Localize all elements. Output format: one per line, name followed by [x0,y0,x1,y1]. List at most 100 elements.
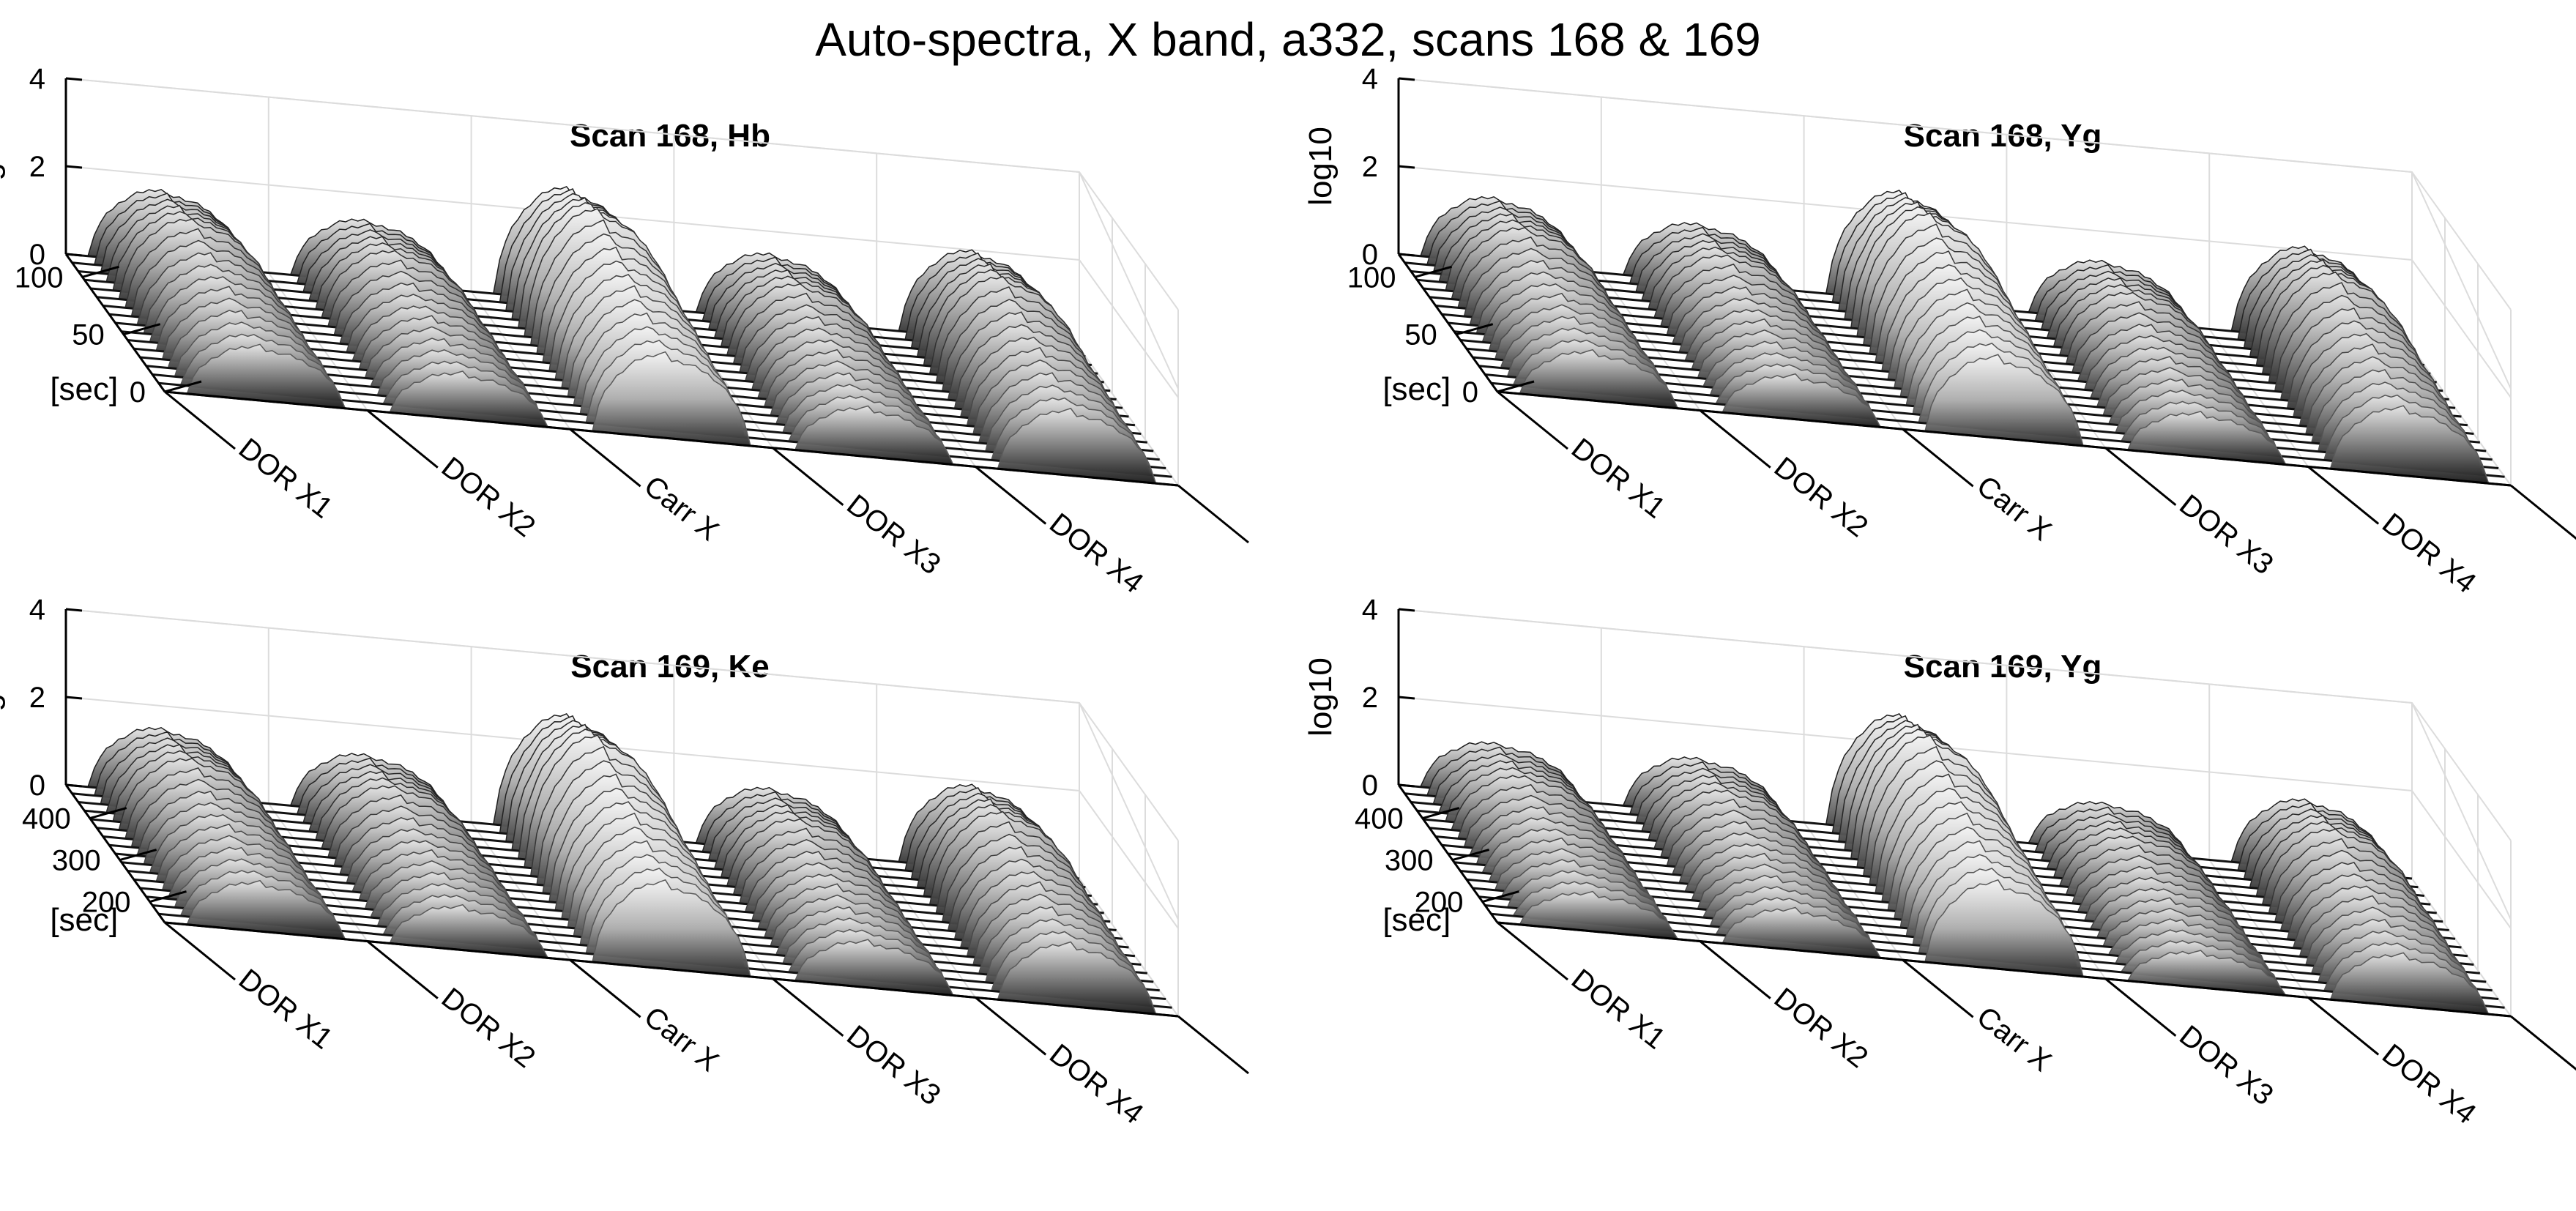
x-tick-label: DOR X1 [233,963,338,1055]
x-tick-label: DOR X2 [436,451,541,543]
spectrum-ridge-5 [2329,405,2490,485]
y-tick-label: 200 [82,887,131,919]
panel-title: Scan 168, Yg [1904,118,2102,154]
x-axis [164,390,1179,487]
panel-title: Scan 169, Yg [1904,649,2102,685]
z-tick [1398,696,1415,700]
x-tick [569,428,641,488]
spectrum-ridge-3 [1924,879,2084,977]
x-tick [1177,1015,1249,1075]
x-tick-label: DOR X1 [1566,963,1671,1055]
y-tick [164,380,202,393]
y-tick [89,807,127,820]
y-tick [123,323,161,336]
spectrum-ridge-4 [2126,411,2287,466]
y-tick [1415,265,1452,278]
box-edge [1398,78,2413,173]
y-tick [1422,807,1460,820]
z-tick [65,608,83,612]
spectrum-ridge-4 [794,405,955,466]
z-tick [1398,253,1415,257]
z-tick-label: 4 [1362,63,1378,95]
y-tick-label: 200 [1415,887,1464,919]
x-tick [2104,447,2177,506]
z-tick [1398,77,1415,81]
box-edge [1398,608,2413,704]
x-tick [1497,921,1568,981]
x-tick [975,466,1047,525]
y-tick-label: 400 [1355,803,1404,835]
x-tick-label: DOR X2 [1768,451,1874,543]
z-tick-label: 2 [29,682,45,714]
spectrum-ridge-2 [389,370,549,428]
z-axis-label: log10 [0,657,6,737]
z-tick [1398,783,1415,788]
y-axis [64,784,166,923]
spectrum-ridge-1 [186,879,346,940]
y-tick-label: 0 [130,376,146,409]
x-tick [366,940,439,999]
x-tick-label: DOR X3 [841,1019,946,1111]
y-tick [1456,323,1494,336]
spectrum-ridge-5 [997,407,1157,485]
x-tick [772,447,844,506]
z-tick [65,165,83,169]
spectrum-ridge-1 [1519,349,1679,409]
x-tick [164,921,236,981]
z-tick-label: 2 [1362,682,1378,714]
y-tick-label: 50 [1404,319,1437,351]
spectrum-ridge-3 [592,879,751,977]
panel-4: Scan 169, Yg 0 2 4 log10 200 300 400 [sec] DOR X1… [1303,594,2576,1130]
x-tick [2510,484,2576,540]
box-edge [2411,702,2512,920]
x-tick-label: DOR X3 [2173,488,2279,581]
x-axis [1497,921,2512,1018]
box-edge [65,78,1080,173]
x-tick [1497,390,1568,450]
box-edge [2411,171,2512,390]
x-tick-label: DOR X4 [2376,1038,2482,1130]
spectrum-ridge-2 [1721,373,1882,428]
z-tick-label: 0 [29,770,45,802]
spectrum-ridge-5 [997,941,1157,1016]
x-axis [164,921,1179,1018]
z-tick-label: 4 [1362,594,1378,626]
z-axis-label: log10 [1303,657,1339,737]
z-tick [65,696,83,700]
x-tick-label: DOR X4 [1043,1038,1149,1130]
box-edge [1079,171,1179,390]
x-tick-label: DOR X3 [841,488,946,581]
spectrum-ridge-2 [389,903,549,959]
figure-title: Auto-spectra, X band, a332, scans 168 & … [815,13,1761,66]
y-axis-label: [sec] [1382,371,1451,407]
x-tick [2307,466,2380,525]
z-tick-label: 0 [1362,239,1378,271]
y-tick-label: 400 [22,803,71,835]
y-axis-label: [sec] [1382,902,1451,938]
z-axis-label: log10 [0,127,6,206]
spectrum-ridge-3 [1924,354,2085,447]
x-tick [2510,1015,2576,1071]
z-tick-label: 4 [29,63,45,95]
z-tick-label: 2 [1362,151,1378,183]
y-axis-label: [sec] [50,371,118,407]
x-tick [975,996,1047,1056]
y-tick [1497,380,1535,393]
x-tick-label: DOR X2 [1768,982,1874,1074]
z-axis-label: log10 [1303,127,1339,206]
x-tick [2104,977,2177,1037]
z-tick-label: 0 [29,239,45,271]
panel-3: Scan 169, Ke 0 2 4 log10 200 300 400 [sec] DOR X1… [0,594,1249,1130]
x-axis [1497,390,2512,487]
x-tick-label: Carr X [1970,1000,2057,1078]
spectrum-ridge-2 [1721,906,1882,959]
x-tick [1902,428,1974,488]
x-tick [164,390,236,450]
x-tick [1699,940,1771,999]
y-tick [1452,849,1490,861]
x-tick-label: DOR X2 [436,982,541,1074]
